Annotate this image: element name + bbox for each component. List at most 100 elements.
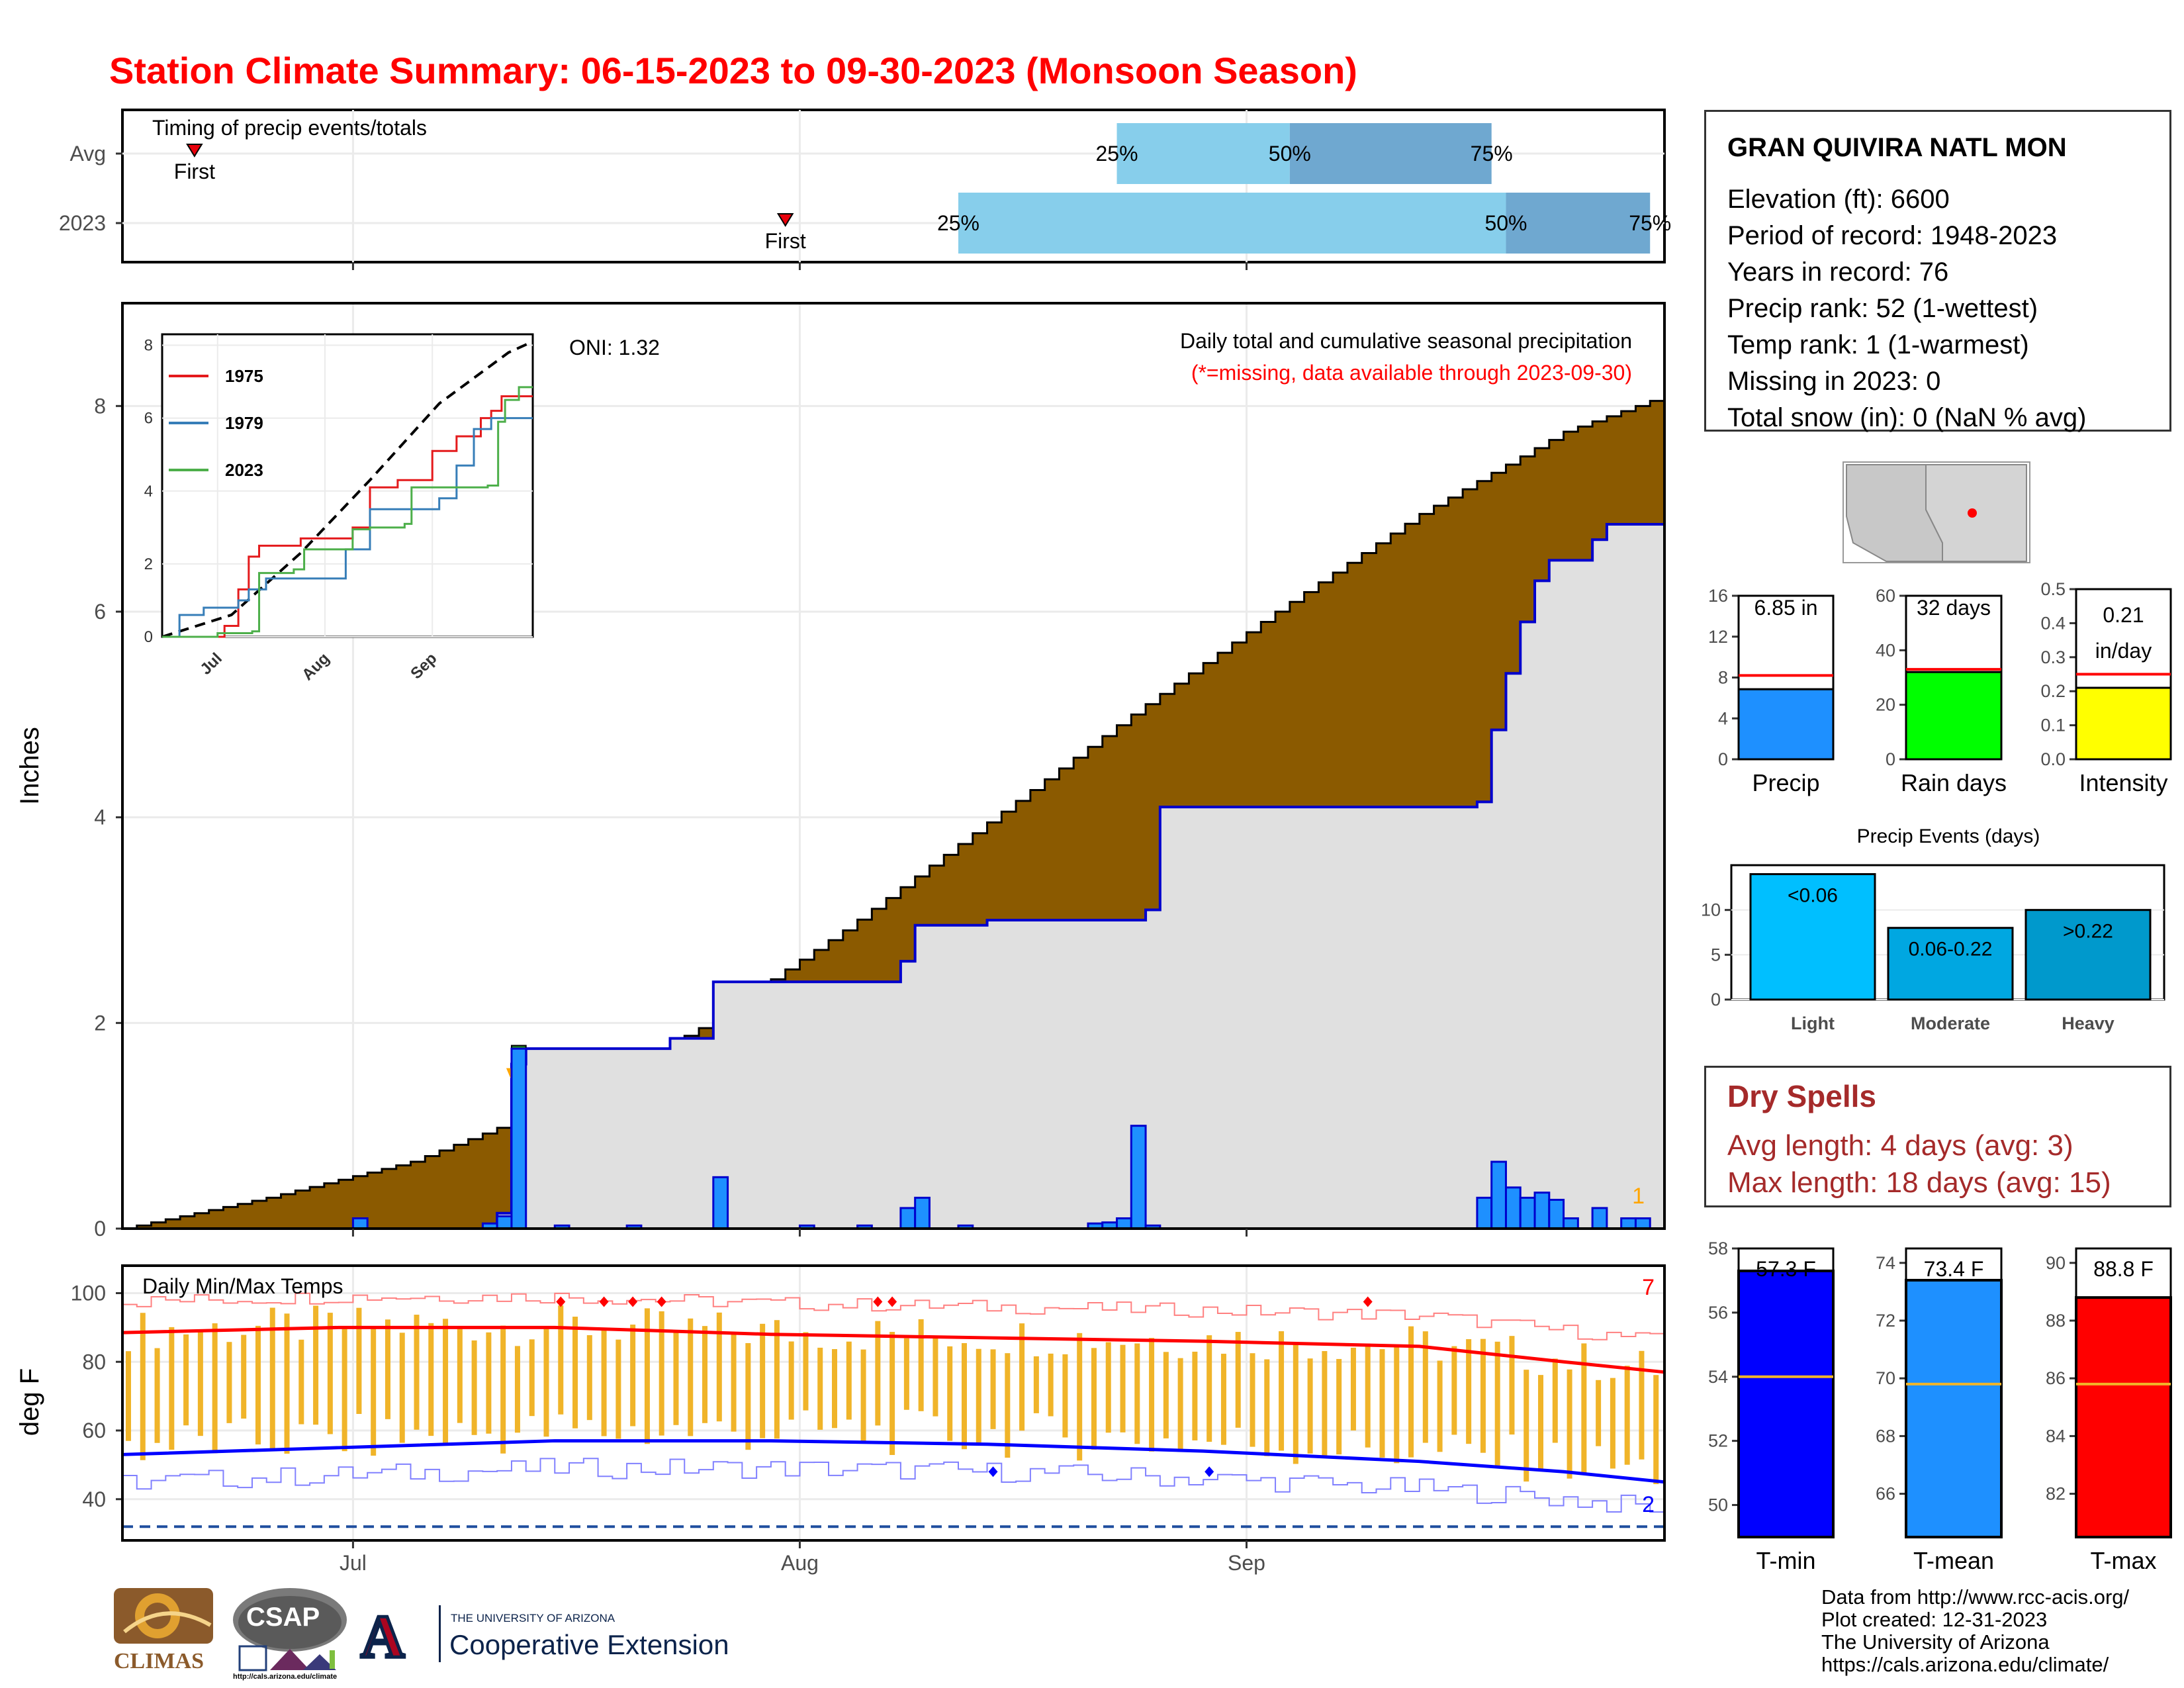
- daily-temp-bar: [1365, 1343, 1371, 1448]
- climas-emblem: [114, 1588, 213, 1644]
- daily-temp-bar: [529, 1339, 535, 1417]
- station-precip-rank: Precip rank: 52 (1-wettest): [1727, 294, 2038, 323]
- gauge-tick-label: 72: [1876, 1311, 1895, 1331]
- daily-temp-bar: [1480, 1338, 1486, 1453]
- ua-divider: [439, 1605, 441, 1662]
- events-y-tick: 0: [1711, 990, 1721, 1009]
- gauge-tick-label: 70: [1876, 1368, 1895, 1388]
- daily-temp-bar: [1220, 1354, 1226, 1445]
- daily-temp-bar: [543, 1329, 549, 1437]
- daily-temp-bar: [933, 1336, 938, 1417]
- station-location-icon: [1968, 508, 1977, 518]
- y-tick-label: 4: [94, 806, 106, 829]
- gauge-label: T-min: [1756, 1547, 1816, 1574]
- gauge-value-bar: [1905, 1278, 2003, 1538]
- record-min-line: [122, 1458, 1665, 1513]
- daily-temp-bar: [443, 1319, 449, 1445]
- daily-temp-bar: [1494, 1341, 1500, 1466]
- record-low-count: 2: [1642, 1492, 1655, 1517]
- daily-precip-bar: [1116, 1217, 1132, 1230]
- gauge-tick-label: 68: [1876, 1426, 1895, 1446]
- inset-series-1979: [162, 417, 533, 638]
- daily-temp-bar: [673, 1330, 679, 1425]
- daily-temp-bar: [514, 1346, 520, 1433]
- quantile-label-50: 50%: [1484, 211, 1527, 235]
- gauge-tick-label: 58: [1708, 1239, 1728, 1258]
- daily-temp-bar: [1653, 1375, 1659, 1485]
- daily-precip-bar: [712, 1176, 729, 1230]
- daily-temp-bar: [961, 1343, 967, 1450]
- daily-temp-bar: [1322, 1351, 1328, 1458]
- gauge-label: T-mean: [1913, 1547, 1994, 1574]
- daily-temp-bar: [356, 1307, 362, 1415]
- daily-temp-bar: [183, 1334, 189, 1426]
- page-title: Station Climate Summary: 06-15-2023 to 0…: [109, 50, 1357, 91]
- daily-precip-bar: [1634, 1217, 1651, 1230]
- daily-temp-bar: [212, 1323, 218, 1454]
- daily-temp-bar: [1149, 1338, 1155, 1452]
- gauge-tick-label: 54: [1708, 1367, 1728, 1387]
- gauge-tick-label: 90: [2046, 1253, 2066, 1273]
- gauge-value-text: 57.3 F: [1756, 1257, 1816, 1281]
- dry-spells-max: Max length: 18 days (avg: 15): [1727, 1166, 2111, 1199]
- daily-temp-bar: [586, 1335, 592, 1421]
- temp-y-tick: 40: [82, 1487, 106, 1511]
- inset-avg-line: [161, 340, 533, 638]
- daily-temp-bar: [371, 1328, 377, 1456]
- daily-temp-bar: [1639, 1350, 1645, 1460]
- gauge-tick-label: 0.3: [2040, 647, 2066, 667]
- avg-min-line: [122, 1439, 1665, 1484]
- daily-temp-bar: [1336, 1358, 1342, 1455]
- gauge-label: Precip: [1752, 769, 1819, 796]
- station-years: Years in record: 76: [1727, 258, 1949, 287]
- gauge-tick-label: 0.4: [2040, 613, 2066, 633]
- gauge-tick-label: 4: [1718, 708, 1728, 728]
- inset-y-tick: 2: [144, 555, 153, 573]
- daily-precip-bar: [1563, 1217, 1579, 1230]
- daily-temp-bar: [1192, 1351, 1198, 1440]
- y-tick-label: 8: [94, 394, 106, 418]
- temperature-gauges: 50 52 54 56 58 57.3 F T-min 66 68 70 72 74 73.4 F T-m…: [1708, 1239, 2172, 1574]
- record-high-marker-icon: [628, 1296, 638, 1307]
- daily-temp-bar: [1567, 1369, 1572, 1479]
- temp-y-tick: 100: [71, 1282, 106, 1305]
- daily-temp-bar: [1624, 1366, 1630, 1465]
- daily-temp-bar: [341, 1327, 347, 1452]
- gauge-tick-label: 52: [1708, 1431, 1728, 1451]
- daily-temp-bar: [630, 1324, 636, 1427]
- dry-spells-title: Dry Spells: [1727, 1079, 1876, 1113]
- daily-temp-bar: [601, 1330, 607, 1436]
- location-map: [1843, 461, 2030, 563]
- daily-temp-bar: [803, 1332, 809, 1411]
- timing-bar-lower: [958, 193, 1506, 254]
- credit-line: Data from http://www.rcc-acis.org/: [1821, 1585, 2130, 1609]
- y-tick-label: 6: [94, 600, 106, 624]
- gauge-value-bar: [2075, 686, 2172, 761]
- gauge-value-text: 0.21: [2103, 603, 2144, 627]
- avg-max-line: [122, 1325, 1665, 1374]
- inset-y-tick: 6: [144, 410, 153, 428]
- daily-temp-bar: [298, 1339, 304, 1425]
- daily-temp-bar: [471, 1340, 477, 1435]
- daily-temp-bar: [889, 1332, 895, 1455]
- daily-precip-bar: [1620, 1217, 1637, 1230]
- gauge-tick-label: 0.2: [2040, 681, 2066, 701]
- record-high-marker-icon: [556, 1296, 566, 1307]
- record-max-line: [122, 1292, 1665, 1341]
- station-period: Period of record: 1948-2023: [1727, 221, 2058, 250]
- climas-text: CLIMAS: [114, 1649, 205, 1673]
- gauge-tick-label: 0.5: [2040, 579, 2066, 599]
- gauge-tick-label: 82: [2046, 1484, 2066, 1504]
- record-high-marker-icon: [873, 1296, 883, 1307]
- event-bar-label: >0.22: [2063, 921, 2113, 943]
- gauge-label: Rain days: [1901, 769, 2007, 796]
- gauge-tick-label: 74: [1876, 1253, 1895, 1273]
- daily-temp-bar: [1120, 1344, 1126, 1432]
- daily-temp-bar: [1264, 1359, 1270, 1456]
- daily-temp-bar: [1350, 1347, 1356, 1430]
- station-elevation: Elevation (ft): 6600: [1727, 185, 1950, 214]
- record-low-marker-icon: [988, 1466, 998, 1477]
- legend-label: 2023: [225, 460, 263, 480]
- inset-series-1975: [162, 395, 533, 638]
- gauge-value-text: 73.4 F: [1924, 1257, 1984, 1281]
